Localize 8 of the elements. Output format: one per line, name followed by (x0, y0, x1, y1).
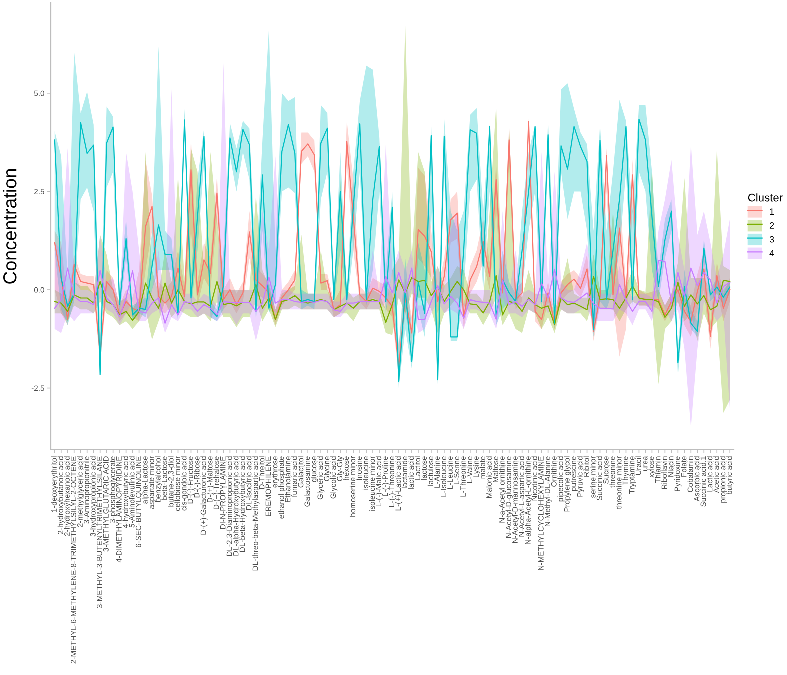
legend-label: 1 (770, 208, 774, 215)
legend-label: 3 (770, 236, 774, 243)
y-axis-title: Concentration (3, 169, 17, 284)
legend-title: Cluster (748, 194, 783, 202)
line-series (54, 260, 731, 324)
line-series (54, 275, 731, 326)
legend-label: 2 (770, 222, 774, 229)
legend-label: 4 (770, 250, 774, 257)
